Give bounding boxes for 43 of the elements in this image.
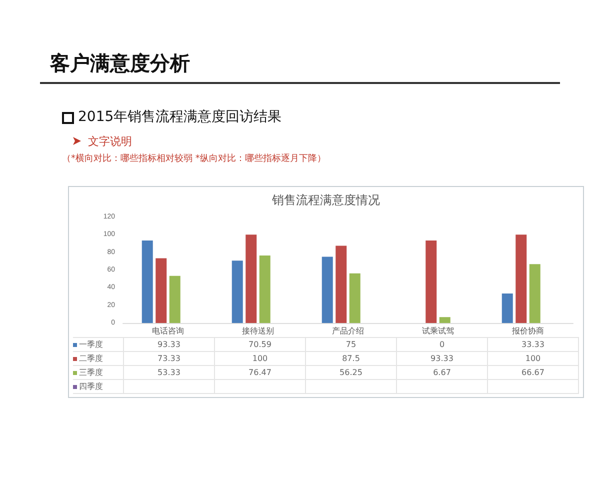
text: 文字说明: [88, 134, 132, 149]
data-label: 87.5: [306, 352, 396, 366]
bar: [156, 258, 167, 323]
data-label: 66.67: [488, 366, 578, 380]
bar: [502, 294, 513, 323]
chart-title: 销售流程满意度情况: [271, 193, 380, 207]
bar: [246, 234, 257, 323]
data-label: 100: [214, 352, 306, 366]
data-label: 100: [488, 352, 578, 366]
data-label: 75: [306, 338, 396, 352]
data-label: 0: [396, 338, 488, 352]
legend-label: 二季度: [73, 352, 124, 366]
data-label: 93.33: [396, 352, 488, 366]
bar: [169, 276, 180, 323]
text: 2015年销售流程满意度回访结果: [78, 108, 282, 126]
x-tick-label: 试乘试驾: [422, 326, 454, 336]
x-tick-label: 报价协商: [511, 326, 544, 336]
legend-label: 四季度: [73, 380, 124, 394]
data-label: 56.25: [306, 366, 396, 380]
data-label: 70.59: [214, 338, 306, 352]
bar: [259, 255, 270, 323]
bar: [232, 260, 243, 323]
data-label: 76.47: [214, 366, 306, 380]
bar: [322, 256, 333, 323]
bar: [142, 240, 153, 323]
bar: [516, 234, 527, 323]
text: （*横向对比：哪些指标相对较弱 *纵向对比：哪些指标逐月下降）: [62, 152, 326, 165]
data-label: 93.33: [124, 338, 214, 352]
x-tick-label: 电话咨询: [152, 326, 184, 336]
x-tick-label: 接待送别: [242, 326, 274, 336]
data-label: 33.33: [488, 338, 578, 352]
bar: [336, 246, 347, 323]
legend-label: 三季度: [73, 366, 124, 380]
data-label: 73.33: [124, 352, 214, 366]
bar: [439, 317, 450, 323]
bar: [349, 273, 360, 323]
legend-label: 一季度: [73, 338, 124, 352]
x-tick-label: 产品介绍: [332, 326, 364, 336]
bar: [529, 264, 540, 323]
data-label: 53.33: [124, 366, 214, 380]
bar: [426, 240, 437, 323]
text: 客户满意度分析: [50, 50, 190, 77]
data-label: 6.67: [396, 366, 488, 380]
